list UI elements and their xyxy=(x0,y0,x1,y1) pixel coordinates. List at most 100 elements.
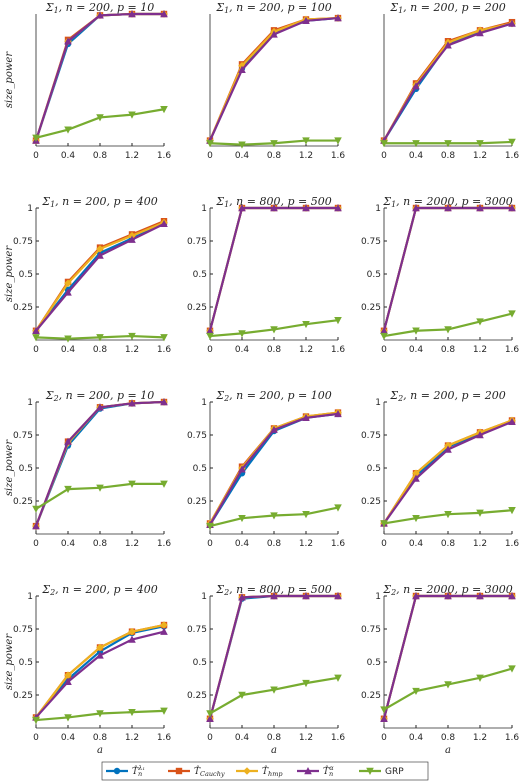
data-point xyxy=(302,413,310,422)
data-point xyxy=(444,681,452,689)
x-tick-label: 1.2 xyxy=(299,733,313,743)
y-tick-label: 0.75 xyxy=(187,431,207,441)
series-line xyxy=(383,667,513,711)
series-line xyxy=(382,206,512,332)
subplot: 0 0.4 0.8 1.2 1.6 0.25 0.5 0.75 1Σ1, n = 2000, p… xyxy=(361,195,519,355)
y-tick-label: 0.75 xyxy=(13,431,33,441)
data-point xyxy=(444,445,452,453)
data-point xyxy=(380,140,388,148)
data-point xyxy=(412,469,420,478)
x-tick-label: 0.4 xyxy=(235,151,250,161)
series-line xyxy=(383,420,513,525)
data-point xyxy=(64,671,72,679)
data-point xyxy=(96,11,104,19)
data-point xyxy=(270,512,278,520)
x-axis-label: a xyxy=(271,745,277,756)
data-point xyxy=(96,245,104,253)
data-point xyxy=(412,687,420,696)
y-tick-label: 0.25 xyxy=(361,691,381,701)
legend-label: T̂Cauchy xyxy=(194,765,225,778)
series-line xyxy=(382,594,512,720)
x-tick-label: 1.2 xyxy=(299,539,313,549)
y-tick-label: 0.75 xyxy=(361,625,381,635)
x-tick-label: 0.8 xyxy=(441,539,456,549)
x-tick-label: 0 xyxy=(33,539,39,549)
series-line xyxy=(208,594,338,720)
data-point xyxy=(302,204,310,212)
subplot: 0 0.4 0.8 1.2 1.6 0.25 0.5 0.75 1 Σ2, n = 800, p … xyxy=(187,583,345,756)
data-point xyxy=(160,334,168,342)
y-tick-label: 0.5 xyxy=(367,270,381,280)
series-line xyxy=(208,206,338,332)
data-point xyxy=(334,409,342,418)
data-point xyxy=(160,219,168,228)
data-point xyxy=(334,204,342,212)
data-point xyxy=(96,643,104,652)
series-line xyxy=(383,420,513,525)
data-point xyxy=(270,204,278,212)
data-point xyxy=(160,10,168,18)
data-point xyxy=(64,126,72,134)
series-line xyxy=(35,623,165,719)
legend: T̂nλ₁ T̂Cauchy T̂hmp T̂nα GRP xyxy=(101,761,429,781)
y-tick-label: 0.5 xyxy=(193,658,207,668)
subplot: 0 0.4 0.8 1.2 1.6 0.25 0.5 0.75 1 Σ2, n = 200, p … xyxy=(4,583,171,756)
series-line xyxy=(208,206,338,332)
x-tick-label: 0 xyxy=(381,733,387,743)
data-point xyxy=(96,710,104,718)
y-tick-label: 1 xyxy=(375,398,381,408)
data-point xyxy=(238,593,246,601)
y-tick-label: 0.5 xyxy=(19,464,33,474)
y-tick-label: 1 xyxy=(27,592,33,602)
data-point xyxy=(476,674,484,682)
x-tick-label: 0.4 xyxy=(61,151,76,161)
data-point xyxy=(270,425,278,433)
data-point xyxy=(64,677,72,685)
x-tick-label: 1.2 xyxy=(125,151,139,161)
series-line xyxy=(34,12,164,141)
subplot-title: Σ2, n = 200, p = 200 xyxy=(389,389,505,403)
data-point xyxy=(444,592,452,600)
x-tick-label: 0 xyxy=(381,151,387,161)
subplot-title: Σ1, n = 2000, p = 3000 xyxy=(382,195,512,209)
series-line xyxy=(382,594,512,720)
x-tick-label: 1.6 xyxy=(331,733,346,743)
data-point xyxy=(380,326,388,334)
x-tick-label: 0.4 xyxy=(61,733,76,743)
data-point xyxy=(238,465,246,473)
data-point xyxy=(96,651,104,659)
data-point xyxy=(508,204,516,212)
y-tick-label: 0.25 xyxy=(187,497,207,507)
y-tick-label: 1 xyxy=(201,398,207,408)
y-tick-label: 1 xyxy=(375,592,381,602)
data-point xyxy=(160,621,168,629)
legend-marker xyxy=(113,767,121,775)
series-line xyxy=(382,594,512,720)
series-line xyxy=(35,221,165,332)
legend-box xyxy=(101,761,429,781)
data-point xyxy=(380,332,388,341)
series-line xyxy=(35,220,165,332)
series-line xyxy=(383,419,513,525)
data-point xyxy=(206,714,214,722)
data-point xyxy=(508,592,516,600)
x-tick-label: 0.8 xyxy=(267,733,282,743)
data-point xyxy=(64,335,72,343)
data-point xyxy=(444,140,452,148)
data-point xyxy=(476,509,484,517)
x-tick-label: 0.8 xyxy=(441,151,456,161)
data-point xyxy=(128,10,136,18)
y-tick-label: 0.75 xyxy=(13,625,33,635)
series-line xyxy=(208,206,338,332)
data-point xyxy=(96,251,104,259)
y-tick-label: 1 xyxy=(201,204,207,214)
x-tick-label: 0 xyxy=(33,733,39,743)
series-line xyxy=(35,222,165,332)
x-tick-label: 0.4 xyxy=(409,345,424,355)
data-point xyxy=(334,14,342,22)
data-point xyxy=(444,511,452,519)
data-point xyxy=(476,204,484,212)
x-tick-label: 0.4 xyxy=(235,539,250,549)
data-point xyxy=(412,474,420,482)
x-tick-label: 0.4 xyxy=(61,345,76,355)
